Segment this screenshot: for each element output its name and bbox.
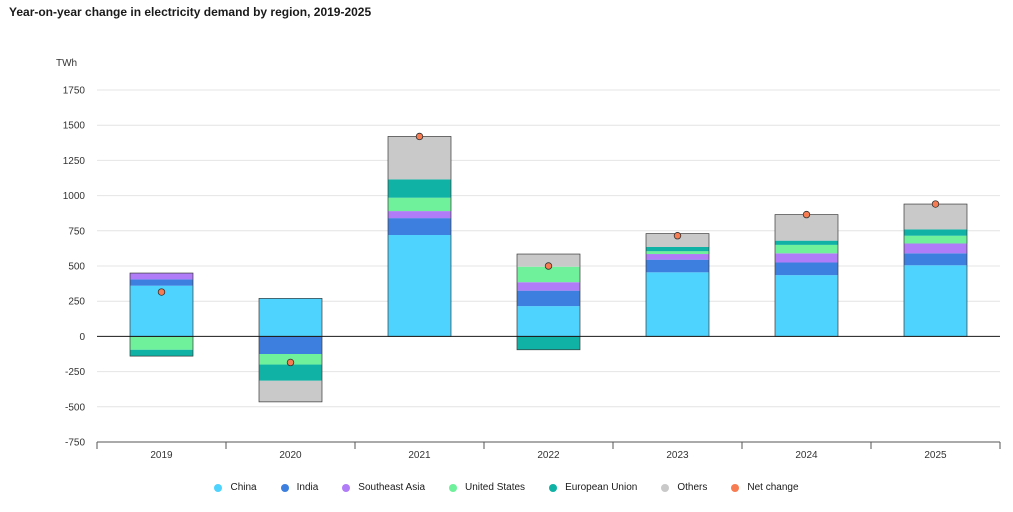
legend-swatch — [661, 483, 670, 492]
bar-segment — [130, 336, 193, 350]
legend-label: China — [230, 482, 257, 493]
x-tick-label: 2022 — [537, 450, 560, 461]
x-tick-label: 2024 — [795, 450, 818, 461]
legend: China India Southeast Asia United States Eur… — [0, 482, 1013, 493]
y-tick-label: 1000 — [63, 191, 86, 202]
bar-segment — [775, 262, 838, 276]
bar-segment — [130, 349, 193, 357]
net-change-point — [415, 132, 424, 141]
y-tick-label: 1500 — [63, 121, 86, 132]
bar-segment — [130, 273, 193, 280]
x-tick-label: 2025 — [924, 450, 947, 461]
bar-segment — [259, 380, 322, 402]
legend-label: Southeast Asia — [358, 482, 426, 493]
bar-segment — [904, 235, 967, 244]
bar-segment — [259, 298, 322, 337]
bar-segment — [517, 254, 580, 267]
y-tick-label: 1750 — [63, 86, 86, 97]
net-change-point — [286, 358, 295, 367]
y-tick-label: 250 — [68, 297, 85, 308]
net-change-point — [802, 210, 811, 219]
legend-swatch — [549, 483, 558, 492]
stacked-bar-chart: TWh 1750 1500 1250 1000 750 500 250 0 -250 -500 -7… — [56, 58, 1001, 461]
bar-segment — [517, 282, 580, 291]
bar-segment — [646, 251, 709, 255]
bar-segment — [259, 336, 322, 354]
bar-segment — [646, 254, 709, 260]
x-tick-label: 2021 — [408, 450, 431, 461]
net-change-point — [157, 288, 166, 296]
legend-item: China — [214, 482, 257, 493]
y-tick-label: -500 — [65, 402, 85, 413]
legend-swatch — [731, 483, 740, 492]
bar-segment — [775, 275, 838, 337]
bar-segment — [517, 336, 580, 350]
bar-segment — [646, 246, 709, 252]
net-change-point — [931, 200, 940, 208]
legend-label: Others — [677, 482, 708, 493]
y-axis-unit-label: TWh — [56, 58, 77, 69]
y-tick-label: -250 — [65, 367, 85, 378]
net-change-markers — [157, 132, 940, 367]
bar-segment — [775, 244, 838, 254]
legend-swatch — [214, 483, 223, 492]
bar-segment — [775, 240, 838, 245]
bar-segment — [646, 272, 709, 337]
bar-segment — [904, 265, 967, 337]
bar-segment — [259, 364, 322, 381]
bar-segment — [388, 218, 451, 236]
legend-item: Net change — [731, 482, 799, 493]
bar-segment — [517, 306, 580, 337]
x-tick-label: 2023 — [666, 450, 689, 461]
bar-segment — [646, 259, 709, 273]
y-tick-label: -750 — [65, 438, 85, 449]
bar-segment — [388, 136, 451, 180]
bar-segment — [775, 214, 838, 241]
y-tick-label: 1250 — [63, 156, 86, 167]
axes: 1750 1500 1250 1000 750 500 250 0 -250 -500 -750 20… — [63, 86, 1001, 461]
legend-swatch — [342, 483, 351, 492]
bar-segment — [388, 197, 451, 212]
x-tick-label: 2019 — [150, 450, 173, 461]
net-change-point — [673, 232, 682, 240]
bar-segment — [904, 204, 967, 230]
bar-segment — [517, 266, 580, 283]
bar-segment — [130, 279, 193, 286]
legend-item: European Union — [549, 482, 637, 493]
legend-label: Net change — [747, 482, 799, 493]
legend-swatch — [280, 483, 289, 492]
legend-item: India — [280, 482, 319, 493]
bar-segment — [388, 235, 451, 337]
legend-item: United States — [449, 482, 525, 493]
bar-segment — [904, 253, 967, 266]
legend-item: Southeast Asia — [342, 482, 425, 493]
net-change-point — [544, 262, 553, 270]
y-tick-label: 750 — [68, 226, 85, 237]
bar-segment — [388, 179, 451, 198]
bars — [129, 136, 968, 403]
bar-segment — [904, 229, 967, 236]
bar-segment — [646, 233, 709, 247]
chart-title: Year-on-year change in electricity deman… — [9, 5, 372, 19]
y-tick-label: 0 — [79, 332, 85, 343]
legend-label: European Union — [565, 482, 638, 493]
bar-segment — [517, 290, 580, 307]
x-tick-label: 2020 — [279, 450, 302, 461]
legend-label: United States — [465, 482, 526, 493]
bar-segment — [904, 243, 967, 254]
legend-label: India — [296, 482, 319, 493]
legend-swatch — [449, 483, 458, 492]
y-tick-label: 500 — [68, 262, 85, 273]
bar-segment — [388, 211, 451, 219]
legend-item: Others — [661, 482, 707, 493]
bar-segment — [775, 253, 838, 263]
